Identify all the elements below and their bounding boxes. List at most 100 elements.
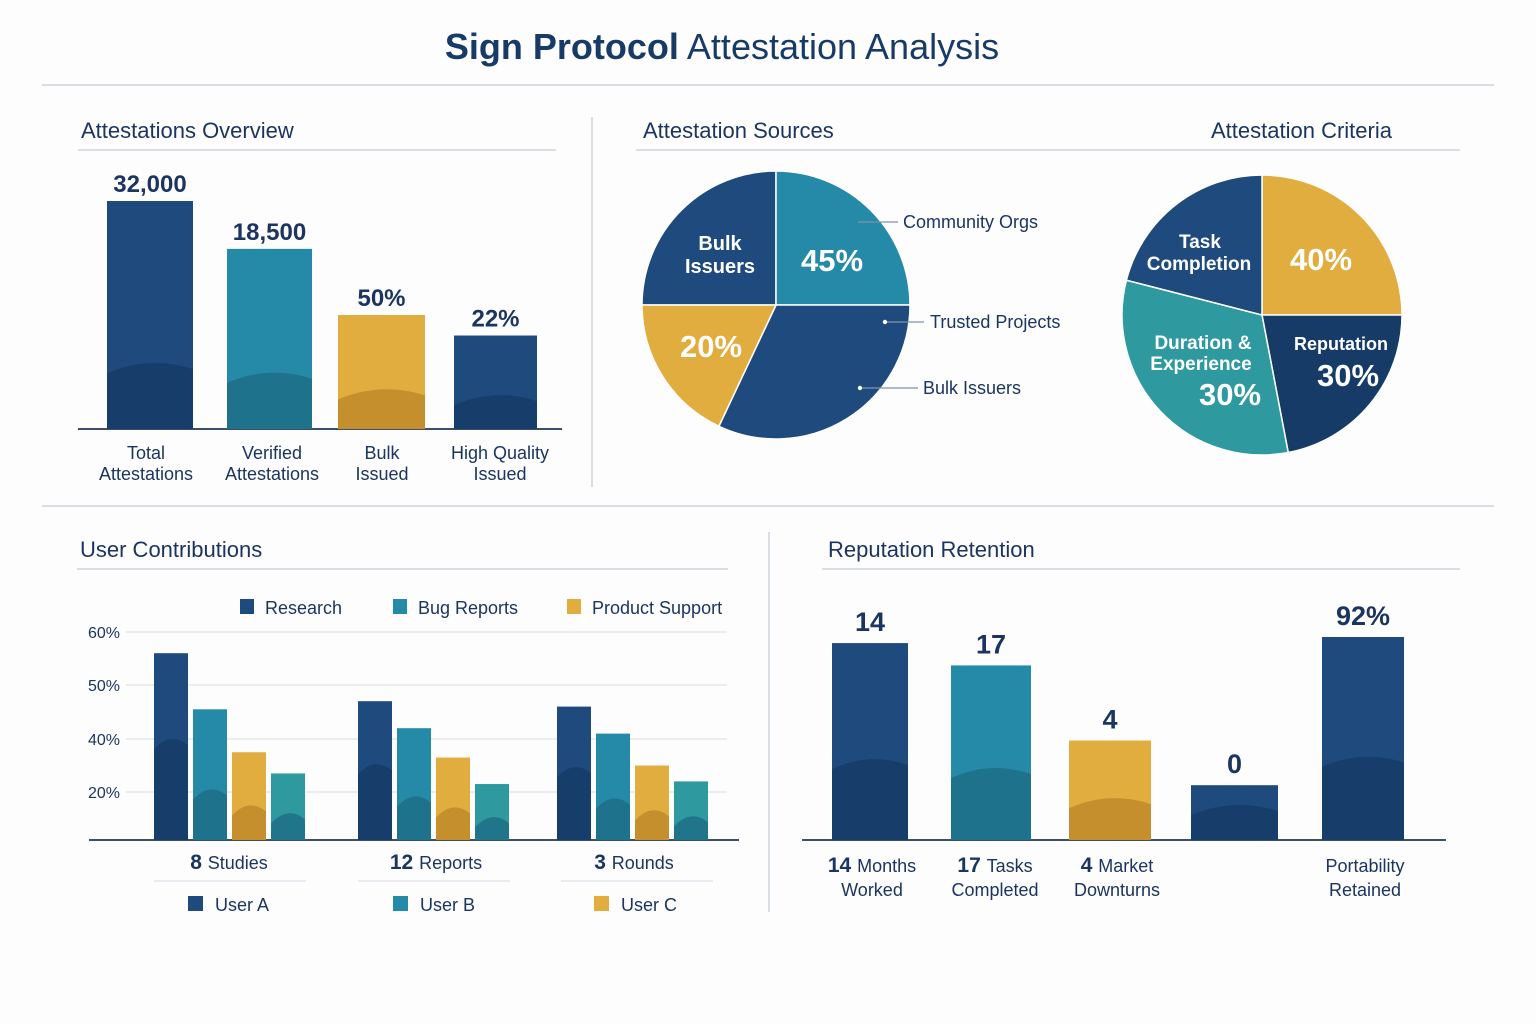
retention-bar (1069, 740, 1151, 840)
sources-slice-label: Bulk (698, 233, 742, 255)
contrib-category-label: 3 Rounds (594, 851, 674, 874)
sources-slice-value: 20% (680, 329, 742, 364)
contrib-legend-swatch (567, 599, 581, 614)
overview-category-label: Attestations (225, 464, 319, 484)
criteria-slice-label: Reputation (1294, 334, 1388, 354)
overview-bar (107, 201, 193, 429)
contrib-bar-shade (436, 807, 470, 840)
contrib-bar-shade (596, 798, 630, 840)
contrib-user-swatch (393, 896, 408, 911)
overview-bar (338, 315, 425, 429)
sources-callout-dot (882, 319, 888, 325)
retention-value-label: 17 (976, 629, 1006, 659)
contrib-bar-shade (154, 738, 188, 840)
sources-callout-dot (857, 385, 863, 391)
contrib-bar (358, 701, 392, 840)
top-vertical-divider (591, 117, 593, 487)
overview-category-label: Total (127, 443, 165, 463)
contrib-y-tick: 20% (88, 785, 120, 802)
contrib-bar (232, 752, 266, 840)
retention-value-label: 14 (855, 607, 885, 637)
retention-category-label: 4 Market (1081, 854, 1154, 877)
overview-category-label: Bulk (364, 443, 400, 463)
criteria-title: Attestation Criteria (1211, 118, 1392, 143)
retention-bar (951, 665, 1031, 840)
retention-rule (822, 568, 1460, 570)
retention-bar (1322, 637, 1404, 840)
retention-category-label: Retained (1329, 880, 1401, 900)
contrib-bar-shade (674, 816, 708, 840)
criteria-pie-slice (1125, 174, 1263, 316)
overview-bar-shade (107, 363, 193, 429)
criteria-slice-value: 30% (1317, 358, 1379, 393)
criteria-pie-slice (1261, 174, 1403, 316)
sources-slice-value: 45% (801, 243, 863, 278)
contrib-bar (436, 757, 470, 840)
contrib-bar-shade (557, 767, 591, 840)
retention-category-label: Portability (1325, 856, 1404, 876)
contrib-user-label: User A (215, 895, 269, 915)
retention-value-label: 4 (1102, 705, 1117, 735)
overview-rule (78, 149, 556, 151)
overview-category-label: Issued (473, 464, 526, 484)
overview-title: Attestations Overview (81, 118, 294, 143)
retention-value-label: 0 (1227, 749, 1242, 779)
criteria-slice-label: Completion (1147, 254, 1252, 275)
contrib-user-label: User B (420, 895, 475, 915)
overview-value-label: 18,500 (233, 219, 306, 246)
contrib-user-label: User C (621, 895, 677, 915)
sources-pie-slice (641, 170, 777, 306)
criteria-pie-slice (1121, 279, 1290, 456)
retention-bar (1191, 785, 1278, 840)
overview-value-label: 22% (471, 306, 519, 333)
retention-category-label: Worked (841, 880, 903, 900)
sources-pie-slice (641, 304, 778, 428)
retention-bar-shade (1322, 756, 1404, 840)
retention-bar-shade (1069, 798, 1151, 840)
contrib-bar-shade (193, 789, 227, 840)
contrib-bar-shade (358, 764, 392, 840)
sources-callout-label: Bulk Issuers (923, 378, 1021, 398)
bottom-vertical-divider (768, 532, 770, 912)
contrib-bar (635, 765, 669, 840)
retention-category-label: 17 Tasks (957, 854, 1032, 877)
contrib-legend-swatch (240, 599, 254, 614)
overview-value-label: 32,000 (113, 171, 186, 198)
sources-slice-label: Issuers (685, 256, 755, 278)
pies-rule (636, 149, 1460, 151)
criteria-slice-label: Duration & (1154, 333, 1251, 354)
overview-bar (227, 248, 312, 429)
contrib-bar (475, 784, 509, 840)
overview-bar-shade (454, 395, 537, 429)
overview-category-label: Issued (355, 464, 408, 484)
overview-bar (454, 335, 537, 429)
contrib-bar-shade (232, 805, 266, 840)
retention-category-label: Completed (951, 880, 1038, 900)
contrib-bar (596, 733, 630, 840)
retention-value-label: 92% (1336, 601, 1390, 631)
sources-callout-label: Community Orgs (903, 212, 1038, 232)
retention-category-label: 14 Months (828, 854, 916, 877)
retention-bar-shade (832, 759, 908, 840)
contrib-legend-label: Product Support (592, 598, 722, 618)
contrib-legend-label: Research (265, 598, 342, 618)
title-bold: Sign Protocol (444, 26, 679, 67)
contrib-y-tick: 60% (88, 625, 120, 642)
contrib-bar-shade (397, 796, 431, 840)
retention-bar (832, 643, 908, 840)
contrib-y-tick: 50% (88, 678, 120, 695)
contrib-bar-shade (475, 817, 509, 840)
sources-title: Attestation Sources (643, 118, 834, 143)
header-divider (42, 84, 1494, 86)
overview-bar-shade (227, 372, 312, 429)
criteria-slice-label: Task (1179, 232, 1221, 253)
contrib-bar (154, 653, 188, 840)
overview-bar-shade (338, 389, 425, 429)
overview-category-label: High Quality (451, 443, 549, 463)
sources-pie-slice (717, 304, 911, 440)
page-title: Sign Protocol Attestation Analysis (0, 26, 1444, 68)
retention-bar-shade (1191, 804, 1278, 840)
contributions-rule (77, 568, 728, 570)
contrib-bar-shade (271, 813, 305, 840)
retention-bar-shade (951, 768, 1031, 840)
